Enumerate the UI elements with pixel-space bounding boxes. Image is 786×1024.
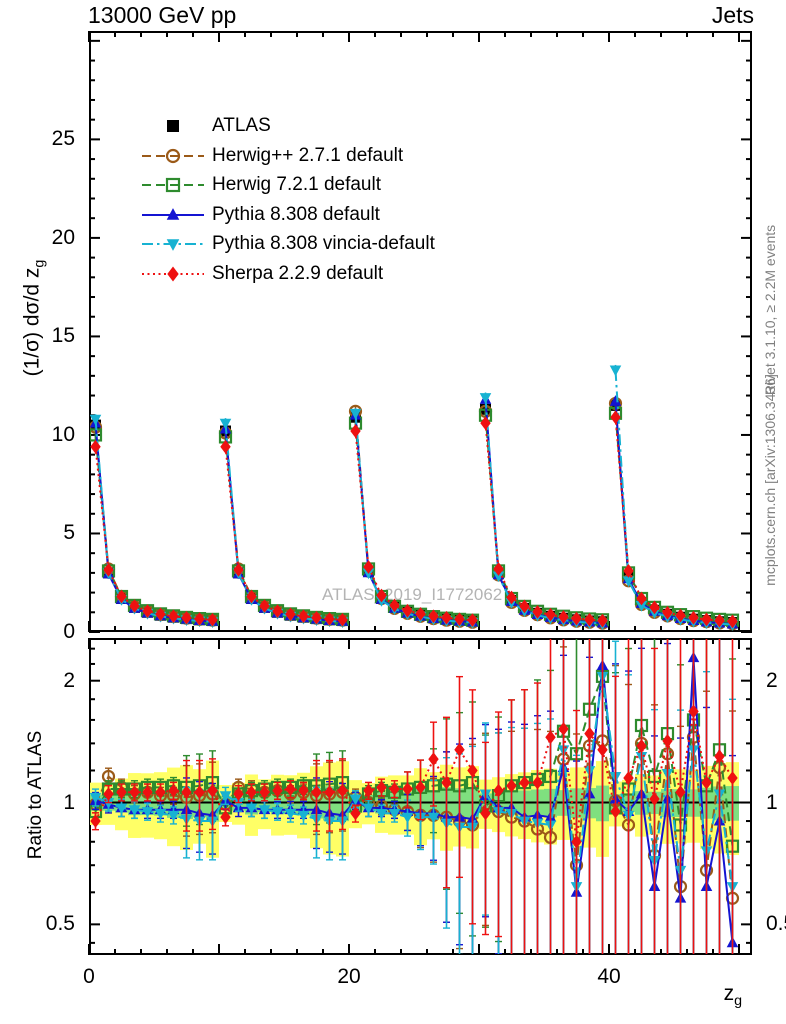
legend-item-sherpa[interactable]: Sherpa 2.2.9 default — [140, 262, 570, 286]
legend-item-atlas[interactable]: ATLAS — [140, 114, 570, 138]
ratio-y-tick-left-0.5: 0.5 — [45, 912, 75, 936]
main-y-tick-5: 5 — [63, 521, 75, 545]
legend-key-sherpa — [140, 266, 206, 281]
legend-item-herwigpp[interactable]: Herwig++ 2.7.1 default — [140, 144, 570, 168]
legend-label-herwigpp: Herwig++ 2.7.1 default — [212, 144, 404, 166]
legend-item-pythia8vincia[interactable]: Pythia 8.308 vincia-default — [140, 232, 570, 256]
axis-ticks — [88, 31, 752, 955]
main-y-tick-0: 0 — [63, 620, 75, 643]
legend-key-pythia8 — [140, 207, 206, 220]
beam-energy-label: 13000 GeV pp — [88, 2, 237, 28]
legend-label-atlas: ATLAS — [212, 115, 271, 136]
main-y-tick-10: 10 — [51, 422, 75, 446]
main-y-tick-15: 15 — [51, 324, 75, 348]
main-plot-frame — [89, 31, 752, 632]
legend-label-herwig7: Herwig 7.2.1 default — [212, 174, 381, 195]
legend-key-atlas — [140, 120, 206, 132]
ratio-y-tick-right-1: 1 — [766, 790, 778, 814]
legend-label-sherpa: Sherpa 2.2.9 default — [212, 262, 384, 284]
x-tick-40: 40 — [597, 965, 621, 988]
legend-label-pythia8: Pythia 8.308 default — [212, 203, 380, 225]
legend-item-herwig7[interactable]: Herwig 7.2.1 default — [140, 173, 570, 197]
ratio-y-tick-right-2: 2 — [766, 668, 778, 692]
x-tick-0: 0 — [83, 965, 95, 988]
series-pythia8vincia — [90, 364, 739, 631]
ratio-y-tick-left-2: 2 — [63, 668, 75, 692]
ratio-y-tick-left-1: 1 — [63, 790, 75, 814]
legend-key-herwigpp — [140, 148, 206, 163]
x-tick-20: 20 — [337, 965, 361, 988]
legend-item-pythia8[interactable]: Pythia 8.308 default — [140, 203, 570, 227]
main-y-tick-25: 25 — [51, 127, 75, 151]
ratio-y-tick-right-0.5: 0.5 — [766, 912, 786, 936]
x-axis-label-text: z — [723, 982, 735, 1005]
x-axis-label-subscript: g — [734, 992, 742, 1009]
main-y-tick-20: 20 — [51, 225, 75, 249]
ratio-series-group — [90, 639, 740, 954]
legend-key-herwig7 — [140, 177, 206, 193]
analysis-id-watermark: ATLAS_2019_I1772062 — [322, 585, 503, 604]
legend-key-pythia8vincia — [140, 239, 206, 251]
analysis-category-label: Jets — [711, 2, 754, 28]
series-sherpa — [90, 410, 738, 629]
main-series-group — [90, 364, 740, 631]
ratio-series-sherpa — [90, 639, 738, 954]
legend-label-pythia8vincia: Pythia 8.308 vincia-default — [212, 233, 435, 254]
x-axis-label: zg — [724, 982, 742, 1009]
